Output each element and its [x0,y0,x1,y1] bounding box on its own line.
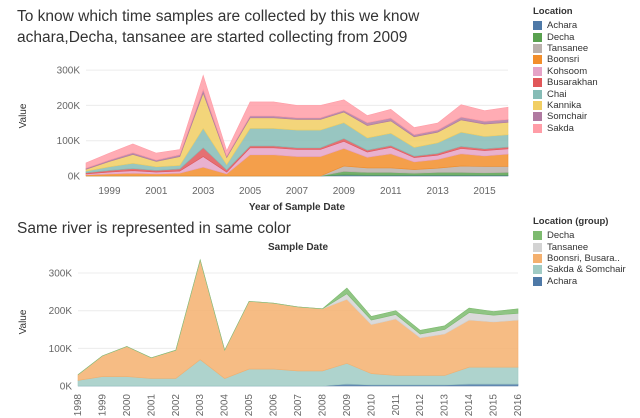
x-tick-label: 1998 [73,394,84,417]
legend-swatch [533,89,542,99]
chart1-legend[interactable]: Location Achara Decha Tansanee Boonsri Kohsoo… [533,6,598,134]
chart2-legend[interactable]: Location (group) Decha Tansanee Boonsri, Bu… [533,216,626,287]
x-tick-label: 2013 [427,186,450,197]
legend-swatch [533,32,542,42]
legend-label: Sakda [547,122,574,134]
legend-swatch [533,78,542,88]
legend-item[interactable]: Busarakhan [533,77,598,88]
legend-item[interactable]: Achara [533,20,598,31]
legend-swatch [533,66,542,76]
legend-item[interactable]: Achara [533,276,626,287]
legend-swatch [533,242,542,252]
legend-swatch [533,123,542,133]
legend-item[interactable]: Sakda & Somchair [533,264,626,275]
y-tick-label: 300K [49,269,73,280]
legend-item[interactable]: Tansanee [533,43,598,54]
area-series-sakda [85,74,509,169]
x-tick-label: 2009 [333,186,356,197]
x-tick-label: 2001 [145,186,168,197]
x-tick-label: 2001 [146,394,157,417]
legend-label: Chai [547,88,567,100]
legend-label: Decha [547,230,575,242]
x-tick-label: 2011 [391,394,402,416]
legend-item[interactable]: Chai [533,88,598,100]
x-tick-label: 2010 [366,394,377,417]
x-tick-label: 2003 [195,394,206,417]
legend-label: Kannika [547,99,582,111]
y-axis-title: Value [18,103,29,128]
x-tick-label: 2009 [342,394,353,417]
area-series-decha [77,258,519,375]
x-tick-label: 2000 [122,394,133,417]
legend-item[interactable]: Sakda [533,123,598,134]
legend-label: Boonsri [547,54,580,66]
x-tick-label: 2014 [464,394,475,417]
legend-label: Somchair [547,111,588,123]
x-tick-label: 2016 [513,394,524,417]
y-tick-label: 100K [49,344,73,355]
legend-swatch [533,21,542,31]
x-tick-label: 2011 [380,186,402,197]
y-tick-label: 100K [57,136,81,147]
chart2-title: Same river is represented in same color [17,220,291,237]
legend-label: Boonsri, Busara.. [547,252,620,264]
legend-label: Achara [547,20,578,32]
x-tick-label: 2005 [244,394,255,417]
x-tick-label: 2012 [415,394,426,417]
legend-item[interactable]: Somchair [533,111,598,122]
x-axis-title: Year of Sample Date [249,202,346,213]
x-tick-label: 1999 [97,394,108,417]
x-tick-label: 2015 [489,394,500,417]
x-tick-label: 2007 [286,186,309,197]
legend-label: Sakda & Somchair [547,264,626,276]
legend-swatch [533,100,542,110]
legend-item[interactable]: Boonsri, Busara.. [533,253,626,264]
legend-title: Location (group) [533,216,609,227]
legend-item[interactable]: Kohsoom [533,66,598,77]
x-tick-label: 2007 [293,394,304,417]
x-tick-label: 2005 [239,186,262,197]
x-tick-label: 1999 [98,186,121,197]
legend-swatch [533,253,542,263]
y-tick-label: 200K [57,101,81,112]
y-tick-label: 200K [49,306,73,317]
x-tick-label: 2006 [269,394,280,417]
sample-date-header: Sample Date [268,242,328,253]
y-axis-title: Value [18,309,29,334]
legend-item[interactable]: Decha [533,230,626,241]
legend-label: Decha [547,31,575,43]
legend-swatch [533,112,542,122]
legend-swatch [533,265,542,275]
x-tick-label: 2013 [440,394,451,417]
legend-item[interactable]: Decha [533,31,598,43]
legend-label: Tansanee [547,42,589,54]
legend-swatch [533,55,542,65]
legend-item[interactable]: Tansanee [533,241,626,253]
x-tick-label: 2003 [192,186,215,197]
legend-item[interactable]: Kannika [533,100,598,111]
legend-swatch [533,231,542,241]
x-tick-label: 2008 [317,394,328,417]
legend-label: Tansanee [547,241,589,253]
legend-swatch [533,276,542,286]
x-tick-label: 2015 [473,186,496,197]
y-tick-label: 0K [60,382,73,393]
legend-label: Kohsoom [547,65,588,77]
chart2-plot: 0K 100K 200K 300K 1998 1999 2000 2001 2002 2003 20… [18,242,524,417]
legend-title: Location [533,6,573,17]
x-tick-label: 2002 [171,394,182,417]
legend-swatch [533,43,542,53]
chart1-plot: 0K 100K 200K 300K 1999 2001 2003 2005 2007 2009 20… [18,66,509,213]
legend-item[interactable]: Boonsri [533,54,598,65]
legend-label: Achara [547,275,578,287]
legend-label: Busarakhan [547,77,598,89]
y-tick-label: 300K [57,66,81,77]
y-tick-label: 0K [68,172,81,183]
chart1-title: To know which time samples are collected… [17,8,420,46]
x-tick-label: 2004 [220,394,231,417]
